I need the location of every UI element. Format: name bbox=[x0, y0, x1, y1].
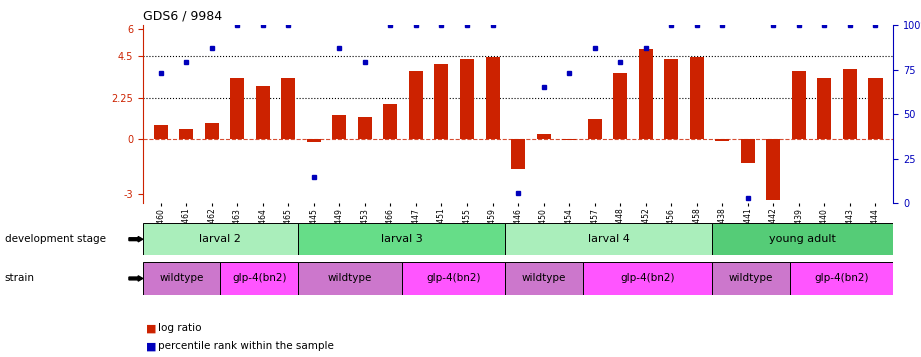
Bar bbox=[143, 262, 220, 295]
Bar bbox=[588, 119, 601, 139]
Bar bbox=[180, 129, 193, 139]
Bar bbox=[511, 139, 525, 169]
Text: ■: ■ bbox=[146, 341, 156, 351]
Bar bbox=[712, 223, 893, 255]
Text: GDS6 / 9984: GDS6 / 9984 bbox=[143, 9, 222, 22]
Text: larval 2: larval 2 bbox=[200, 234, 241, 244]
Text: development stage: development stage bbox=[5, 234, 106, 244]
Bar bbox=[740, 139, 755, 163]
Bar bbox=[332, 115, 346, 139]
Bar bbox=[766, 139, 780, 200]
Bar bbox=[583, 262, 712, 295]
Bar bbox=[792, 71, 806, 139]
Bar bbox=[281, 78, 296, 139]
Bar bbox=[818, 78, 832, 139]
Text: larval 4: larval 4 bbox=[588, 234, 630, 244]
Bar bbox=[712, 262, 790, 295]
Text: larval 3: larval 3 bbox=[380, 234, 423, 244]
Bar bbox=[505, 262, 583, 295]
Bar bbox=[204, 122, 218, 139]
Bar bbox=[435, 64, 449, 139]
Text: wildtype: wildtype bbox=[159, 273, 204, 283]
Text: wildtype: wildtype bbox=[729, 273, 774, 283]
Bar bbox=[505, 223, 712, 255]
Bar bbox=[690, 57, 704, 139]
Text: glp-4(bn2): glp-4(bn2) bbox=[814, 273, 869, 283]
Text: log ratio: log ratio bbox=[158, 323, 202, 333]
Text: glp-4(bn2): glp-4(bn2) bbox=[426, 273, 481, 283]
Bar bbox=[358, 117, 372, 139]
Bar bbox=[220, 262, 298, 295]
Bar bbox=[298, 223, 505, 255]
Text: wildtype: wildtype bbox=[522, 273, 566, 283]
Text: young adult: young adult bbox=[769, 234, 836, 244]
Bar bbox=[485, 57, 499, 139]
Bar bbox=[256, 86, 270, 139]
Bar bbox=[869, 78, 882, 139]
Bar bbox=[843, 69, 857, 139]
Bar bbox=[716, 139, 729, 141]
Text: wildtype: wildtype bbox=[328, 273, 372, 283]
Text: ■: ■ bbox=[146, 323, 156, 333]
Bar bbox=[460, 59, 474, 139]
Text: percentile rank within the sample: percentile rank within the sample bbox=[158, 341, 334, 351]
Bar bbox=[154, 125, 168, 139]
Bar bbox=[383, 104, 398, 139]
Bar bbox=[790, 262, 893, 295]
Bar bbox=[143, 223, 298, 255]
Bar bbox=[537, 134, 551, 139]
Bar bbox=[307, 139, 321, 142]
Bar bbox=[230, 78, 244, 139]
Bar bbox=[409, 71, 423, 139]
Bar bbox=[613, 73, 627, 139]
Text: glp-4(bn2): glp-4(bn2) bbox=[620, 273, 675, 283]
Text: glp-4(bn2): glp-4(bn2) bbox=[232, 273, 286, 283]
Bar bbox=[298, 262, 402, 295]
Bar bbox=[402, 262, 505, 295]
Bar bbox=[664, 59, 678, 139]
Text: strain: strain bbox=[5, 273, 35, 283]
Bar bbox=[638, 49, 653, 139]
Bar bbox=[562, 139, 577, 140]
